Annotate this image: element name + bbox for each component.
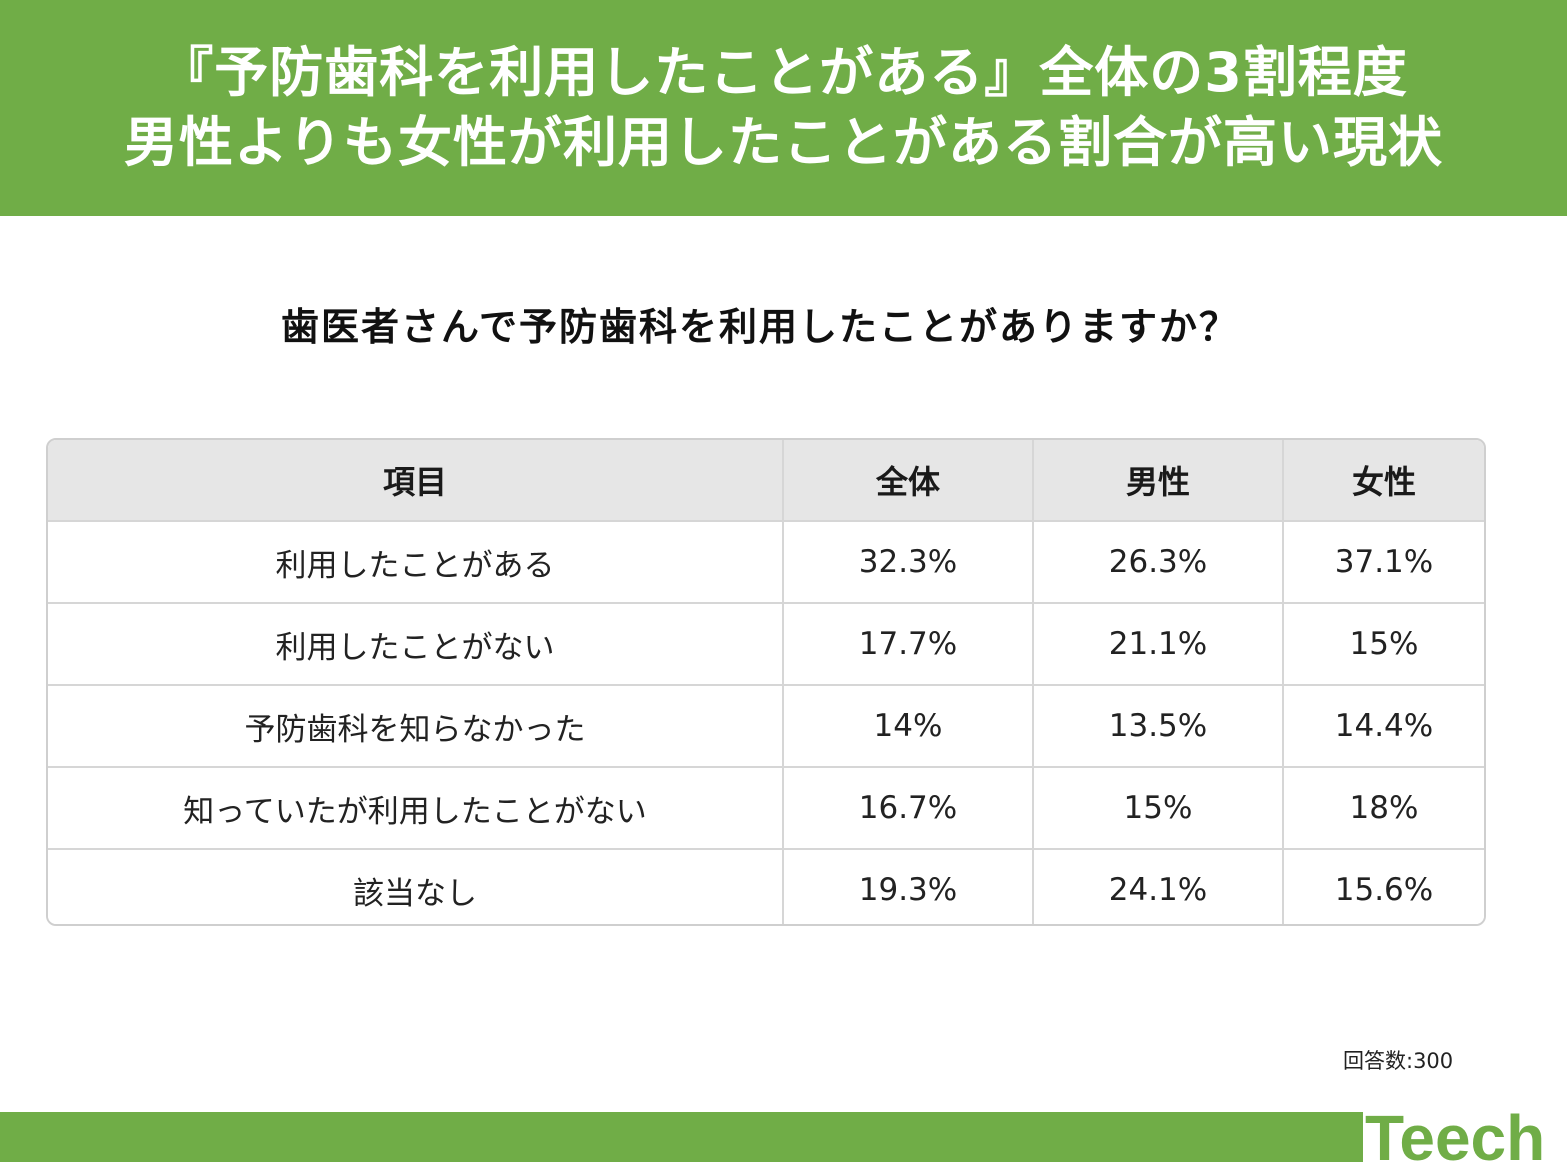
header-overall: 全体 (782, 440, 1034, 522)
row-label: 利用したことがない (48, 602, 784, 686)
cell-female: 18% (1282, 766, 1484, 850)
row-label: 利用したことがある (48, 520, 784, 604)
row-label: 知っていたが利用したことがない (48, 766, 784, 850)
row-label: 該当なし (48, 848, 784, 924)
header-title-line-1: 『予防歯科を利用したことがある』全体の3割程度 (159, 41, 1408, 104)
logo-text: Teech (1365, 1102, 1545, 1162)
cell-female: 15% (1282, 602, 1484, 686)
table-row: 該当なし 19.3% 24.1% 15.6% (48, 848, 1484, 924)
header-item: 項目 (48, 440, 784, 522)
header-male: 男性 (1032, 440, 1284, 522)
results-table: 項目 全体 男性 女性 利用したことがある 32.3% 26.3% 37.1% … (48, 440, 1484, 924)
table-row: 利用したことがない 17.7% 21.1% 15% (48, 602, 1484, 686)
teech-logo: Teech (1363, 1094, 1567, 1162)
table-row: 予防歯科を知らなかった 14% 13.5% 14.4% (48, 684, 1484, 768)
cell-overall: 19.3% (782, 848, 1034, 924)
cell-male: 26.3% (1032, 520, 1284, 604)
respondent-count: 回答数:300 (1343, 1049, 1454, 1073)
table-row: 利用したことがある 32.3% 26.3% 37.1% (48, 520, 1484, 604)
cell-overall: 17.7% (782, 602, 1034, 686)
cell-overall: 14% (782, 684, 1034, 768)
cell-overall: 32.3% (782, 520, 1034, 604)
header-female: 女性 (1282, 440, 1484, 522)
header-banner: 『予防歯科を利用したことがある』全体の3割程度 男性よりも女性が利用したことがあ… (0, 0, 1567, 216)
cell-male: 21.1% (1032, 602, 1284, 686)
cell-male: 24.1% (1032, 848, 1284, 924)
table-header-row: 項目 全体 男性 女性 (48, 440, 1484, 522)
cell-male: 13.5% (1032, 684, 1284, 768)
cell-male: 15% (1032, 766, 1284, 850)
footer-bar (0, 1112, 1363, 1162)
cell-female: 37.1% (1282, 520, 1484, 604)
cell-female: 15.6% (1282, 848, 1484, 924)
results-table-container: 項目 全体 男性 女性 利用したことがある 32.3% 26.3% 37.1% … (46, 438, 1486, 926)
cell-female: 14.4% (1282, 684, 1484, 768)
header-title-line-2: 男性よりも女性が利用したことがある割合が高い現状 (124, 111, 1443, 174)
table-row: 知っていたが利用したことがない 16.7% 15% 18% (48, 766, 1484, 850)
row-label: 予防歯科を知らなかった (48, 684, 784, 768)
cell-overall: 16.7% (782, 766, 1034, 850)
teech-logo-icon: Teech (1365, 1102, 1545, 1162)
survey-question: 歯医者さんで予防歯科を利用したことがありますか？ (280, 305, 1240, 349)
